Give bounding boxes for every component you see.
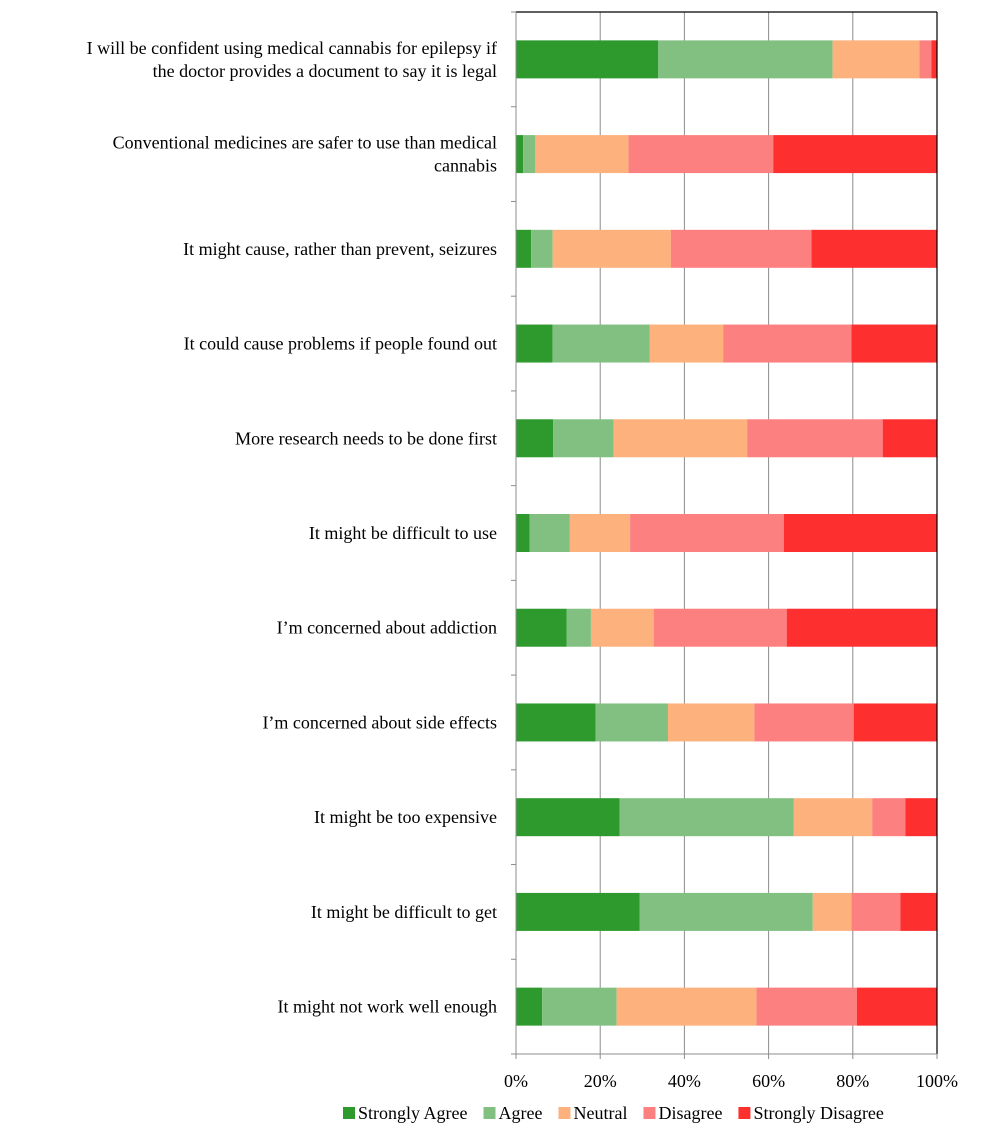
bar-segment [516,608,567,647]
bar-segment [905,798,937,837]
legend-swatch [483,1107,496,1119]
bar-segment [667,703,755,742]
legend-label: Strongly Agree [358,1103,468,1123]
bar-segment [595,703,668,742]
category-label: Conventional medicines are safer to use … [113,133,497,153]
legend-swatch [343,1107,355,1119]
legend-label: Neutral [573,1103,627,1123]
bar-segment [811,229,937,268]
bar-segment [516,419,554,458]
category-label: cannabis [434,156,497,176]
x-tick-label: 20% [584,1071,617,1091]
bar-segment [900,892,937,931]
bar-segment [613,419,748,458]
bar-segment [931,40,937,79]
bar-segment [649,324,724,363]
bar-segment [566,608,591,647]
legend-swatch [643,1107,656,1119]
category-label: I’m concerned about side effects [262,712,497,732]
bar-segment [531,229,553,268]
bar-segment [569,514,631,552]
x-tick-label: 100% [916,1071,958,1091]
bar-segment [516,798,620,837]
category-label: It could cause problems if people found … [184,334,497,354]
legend-label: Strongly Disagree [753,1103,883,1123]
x-tick-label: 40% [668,1071,701,1091]
bar-segment [516,40,659,79]
bar-segment [747,419,883,458]
bar-segment [535,135,629,174]
bar-segment [639,892,813,931]
bar-segment [542,987,617,1026]
bar-segment [783,514,937,552]
bar-segment [516,892,640,931]
bar-segment [616,987,757,1026]
bar-segment [723,324,852,363]
bar-segment [851,324,937,363]
bar-segment [630,514,784,552]
bar-segment [523,135,536,174]
bar-segment [919,40,932,79]
bar-segment [529,514,570,552]
category-label: It might cause, rather than prevent, sei… [183,239,497,259]
bar-segment [882,419,937,458]
bar-segment [552,229,671,268]
bar-segment [653,608,787,647]
category-label: It might be too expensive [314,807,497,827]
bar-segment [853,703,937,742]
bar-segment [773,135,937,174]
bar-segment [516,135,524,174]
category-label: the doctor provides a document to say it… [153,61,497,81]
legend-label: Disagree [658,1103,722,1123]
x-tick-label: 60% [752,1071,785,1091]
bar-segment [754,703,854,742]
bar-segment [590,608,654,647]
category-label: More research needs to be done first [235,428,497,448]
bar-segment [872,798,906,837]
legend-label: Agree [499,1103,543,1123]
bar-segment [516,514,530,552]
bar-segment [670,229,812,268]
category-label: It might be difficult to get [311,902,497,922]
bar-segment [812,892,852,931]
legend-swatch [558,1107,571,1119]
bar-segment [793,798,873,837]
category-label: It might be difficult to use [309,523,497,543]
bar-segment [516,229,532,268]
bar-segment [516,987,543,1026]
bar-segment [756,987,858,1026]
category-label: I’m concerned about addiction [277,618,497,638]
bar-segment [851,892,901,931]
bar-segment [553,419,614,458]
category-label: It might not work well enough [278,997,497,1017]
bar-segment [516,324,553,363]
x-tick-label: 0% [504,1071,528,1091]
bar-segment [832,40,920,79]
x-tick-label: 80% [836,1071,869,1091]
bar-segment [552,324,650,363]
bar-segment [857,987,937,1026]
legend-swatch [738,1107,751,1119]
bar-segment [516,703,596,742]
bar-segment [786,608,937,647]
bar-segment [658,40,833,79]
category-label: I will be confident using medical cannab… [87,38,497,58]
bar-segment [628,135,774,174]
bar-segment [619,798,794,837]
